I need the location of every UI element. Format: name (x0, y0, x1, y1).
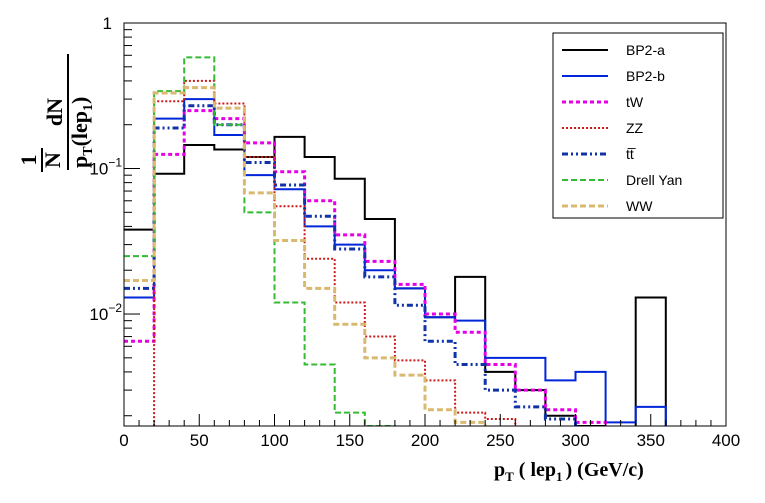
series-drell-yan (124, 56, 396, 426)
y-tick-label: 10−2 (89, 301, 122, 324)
y-tick-label: 10−1 (89, 156, 122, 179)
x-tick-labels: 0 50 100 150 200 250 300 350 400 (119, 431, 740, 450)
y-tick-label: 1 (103, 14, 112, 33)
legend-label: Drell Yan (626, 172, 682, 188)
x-tick-label: 300 (561, 431, 589, 450)
x-tick-label: 0 (119, 431, 128, 450)
histogram-line (124, 98, 667, 426)
histogram-line (153, 79, 517, 426)
legend-entry: WW (562, 198, 653, 214)
x-tick-label: 350 (637, 431, 665, 450)
legend-box (552, 32, 724, 219)
legend-label: tW (626, 94, 644, 110)
legend-label: tt̅ (626, 146, 637, 162)
legend-entry: tt̅ (562, 146, 637, 162)
x-tick-label: 400 (712, 431, 740, 450)
series-bp2-b (124, 98, 667, 426)
svg-text:dN: dN (42, 98, 67, 126)
x-tick-label: 50 (190, 431, 209, 450)
histogram-line (124, 56, 396, 426)
legend-label: BP2-b (626, 68, 665, 84)
axis-ticks (123, 22, 727, 426)
series-ww (124, 86, 487, 426)
series-zz (153, 79, 517, 426)
legend-label: ZZ (626, 120, 644, 136)
legend-entry: BP2-a (562, 42, 665, 58)
legend-entry: BP2-b (562, 68, 665, 84)
legend-entry: Drell Yan (562, 172, 682, 188)
x-tick-label: 250 (486, 431, 514, 450)
x-axis-title: pT ( lep1) (GeV/c) (494, 459, 644, 484)
svg-text:N: N (40, 152, 65, 168)
svg-text:1: 1 (16, 155, 41, 166)
y-axis-title: 1 N dN pT(lep1) (16, 54, 96, 172)
legend-entry: ZZ (562, 120, 644, 136)
histogram-line (124, 86, 487, 426)
y-tick-labels: 1 10−1 10−2 (89, 14, 122, 324)
legend: BP2-a BP2-b tW ZZ tt̅ Drell Yan WW (552, 32, 724, 219)
legend-entry: tW (562, 94, 644, 110)
legend-label: WW (626, 198, 653, 214)
legend-label: BP2-a (626, 42, 665, 58)
x-tick-label: 100 (260, 431, 288, 450)
x-tick-label: 150 (336, 431, 364, 450)
svg-text:pT(lep1): pT(lep1) (67, 97, 96, 168)
x-tick-label: 200 (411, 431, 439, 450)
